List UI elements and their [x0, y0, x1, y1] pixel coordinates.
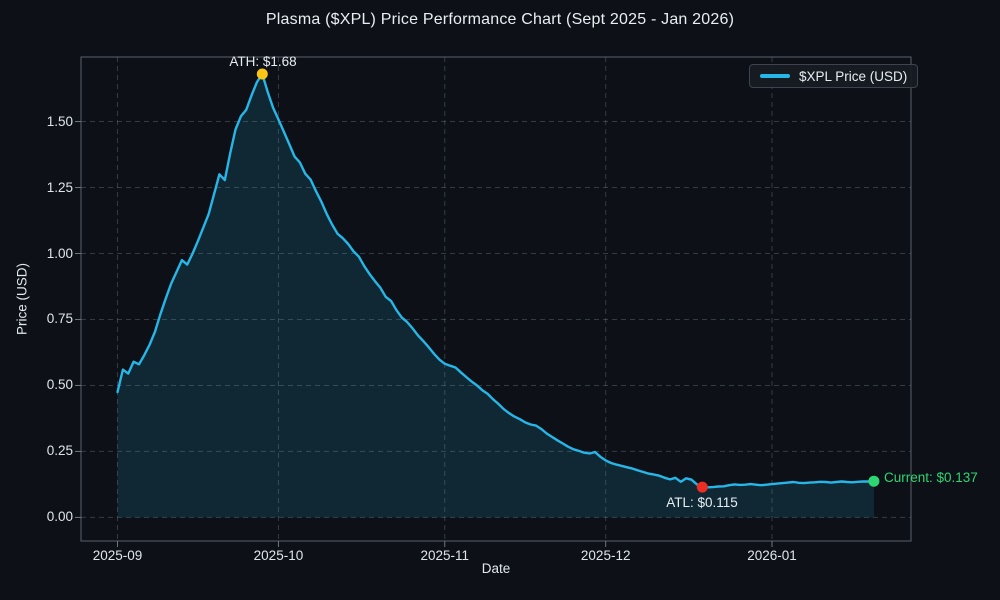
ath-marker-dot — [256, 68, 268, 80]
x-tick-label: 2025-12 — [580, 548, 631, 563]
current-price-annotation: Current: $0.137 — [884, 470, 978, 485]
y-tick-label: 0.25 — [46, 443, 73, 459]
x-tick-label: 2025-11 — [420, 548, 470, 563]
legend-label: $XPL Price (USD) — [799, 68, 908, 84]
x-tick-label: 2026-01 — [747, 548, 797, 563]
y-tick-label: 0.75 — [46, 311, 73, 327]
price-line — [116, 72, 876, 489]
atl-marker-dot — [696, 481, 708, 493]
current-marker-dot — [868, 475, 880, 487]
chart-title: Plasma ($XPL) Price Performance Chart (S… — [265, 11, 735, 28]
x-axis-title: Date — [481, 561, 511, 576]
x-tick-label: 2025-09 — [92, 548, 143, 563]
plot-border — [80, 56, 912, 542]
price-area-fill — [117, 74, 874, 518]
atl-annotation: ATL: $0.115 — [666, 495, 738, 510]
y-axis-title: Price (USD) — [14, 262, 30, 336]
y-tick-label: 1.25 — [46, 179, 73, 195]
y-tick-label: 0.00 — [46, 509, 73, 525]
x-tick-label: 2025-10 — [253, 548, 304, 563]
y-tick-label: 1.50 — [46, 113, 73, 129]
legend-line-swatch-icon — [760, 74, 790, 78]
y-tick-label: 1.00 — [46, 245, 73, 261]
ath-annotation: ATH: $1.68 — [229, 54, 297, 69]
legend: $XPL Price (USD) — [749, 64, 919, 88]
y-tick-label: 0.50 — [46, 377, 73, 393]
